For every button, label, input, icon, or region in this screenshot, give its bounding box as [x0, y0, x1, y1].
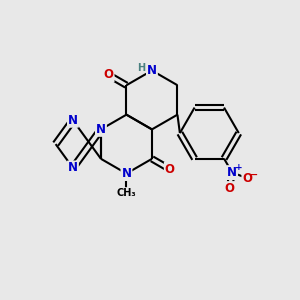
Text: N: N — [68, 161, 78, 174]
Text: N: N — [147, 64, 157, 77]
Text: O: O — [103, 68, 114, 81]
Text: +: + — [235, 163, 242, 172]
Text: O: O — [224, 182, 234, 195]
Text: O: O — [165, 163, 175, 176]
Text: CH₃: CH₃ — [117, 188, 136, 198]
Text: N: N — [227, 166, 237, 179]
Text: N: N — [96, 123, 106, 136]
Text: H: H — [138, 63, 146, 73]
Text: −: − — [249, 169, 259, 180]
Text: O: O — [242, 172, 252, 184]
Text: N: N — [122, 167, 131, 180]
Text: N: N — [68, 114, 78, 127]
